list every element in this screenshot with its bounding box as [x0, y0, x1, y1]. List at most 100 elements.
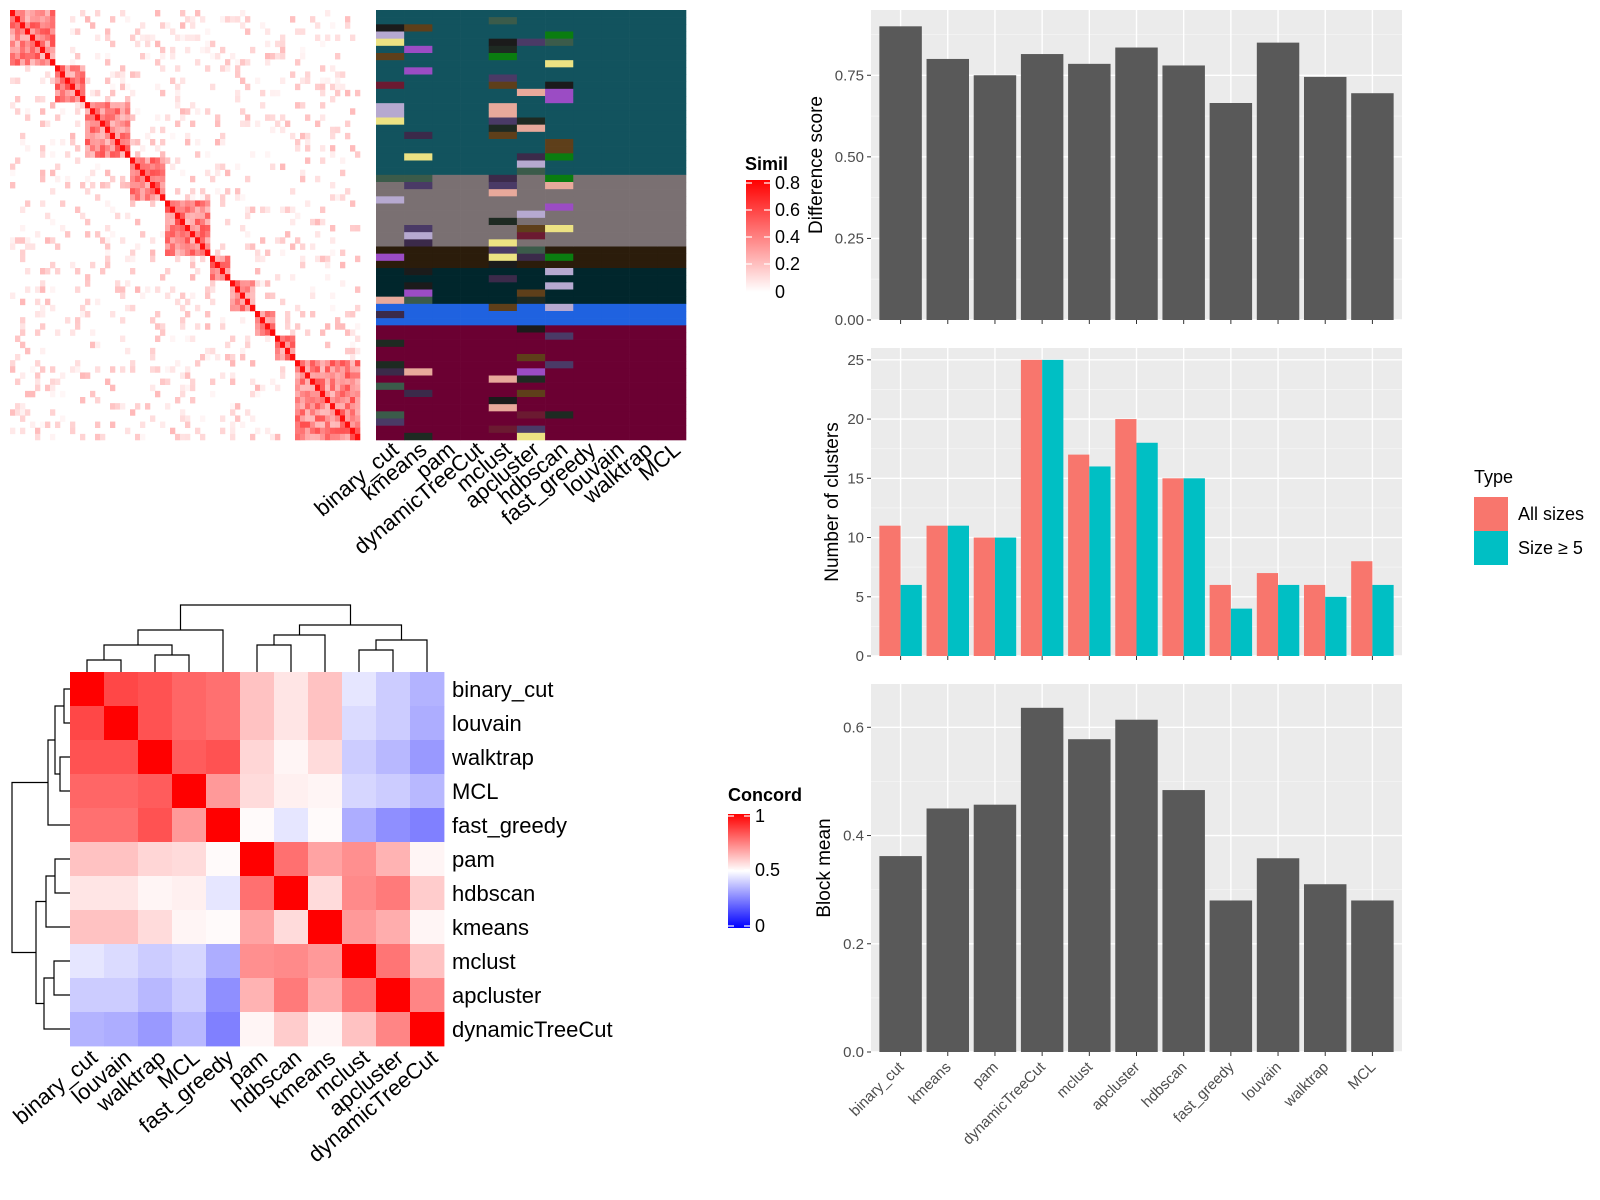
number-of-clusters-chart: 0 5 10 15 20 25 Number of clusters [822, 348, 1402, 665]
x-tick-label: walktrap [1280, 1059, 1332, 1111]
concordance-cell [342, 910, 377, 945]
bar [879, 856, 922, 1052]
bar-all-sizes [1303, 584, 1326, 656]
concordance-cell [240, 876, 275, 911]
concordance-cell [274, 910, 309, 945]
similarity-legend: Similarity 0.8 0.6 0.4 0.2 0 [745, 154, 826, 302]
concordance-row-label: hdbscan [452, 881, 535, 906]
concordance-cell [342, 1012, 377, 1047]
concordance-color-bar [728, 814, 750, 928]
concordance-row-label: kmeans [452, 915, 529, 940]
concordance-cell [70, 842, 105, 877]
concordance-cell [70, 978, 105, 1013]
concordance-cell [410, 740, 445, 775]
concordance-cell [70, 876, 105, 911]
concordance-row-label: binary_cut [452, 677, 554, 702]
y-tick-label: 0.4 [843, 828, 864, 845]
y-tick-label: 15 [847, 470, 864, 487]
x-tick-label: MCL [1345, 1059, 1379, 1093]
concordance-cell [240, 740, 275, 775]
bar [1115, 47, 1158, 321]
concordance-cell [172, 944, 207, 979]
concordance-cell [308, 910, 343, 945]
y-tick-label: 0.50 [835, 149, 864, 166]
concordance-cell [70, 740, 105, 775]
concordance-cell [104, 944, 139, 979]
concordance-cell [240, 944, 275, 979]
concordance-cell [70, 944, 105, 979]
concordance-cell [274, 672, 309, 707]
concordance-cell [138, 910, 173, 945]
bar-size-ge-5 [1136, 442, 1158, 656]
y-axis-title: Block mean [814, 818, 835, 917]
concordance-cell [342, 978, 377, 1013]
concordance-cell [104, 876, 139, 911]
bar [1256, 858, 1300, 1052]
concordance-legend-tick: 1 [755, 806, 765, 826]
bar [1162, 65, 1205, 320]
y-axis-title: Difference score [806, 96, 827, 234]
y-tick-label: 0 [856, 648, 864, 665]
concordance-cell [172, 978, 207, 1013]
concordance-cell [138, 842, 173, 877]
bar [1256, 42, 1300, 320]
concordance-cell [376, 944, 411, 979]
concordance-cell [342, 672, 377, 707]
concordance-row-label: pam [452, 847, 495, 872]
concordance-cell [376, 808, 411, 843]
difference-score-chart: 0.00 0.25 0.50 0.75 Difference score [806, 10, 1402, 329]
concordance-cell [342, 706, 377, 741]
bar-size-ge-5 [1325, 596, 1347, 656]
bar-size-ge-5 [1230, 608, 1253, 656]
concordance-cell [410, 944, 445, 979]
concordance-cell [70, 1012, 105, 1047]
legend-swatch-size-ge-5 [1474, 531, 1508, 565]
bar-size-ge-5 [1372, 584, 1394, 656]
concordance-cell [376, 842, 411, 877]
bar [1020, 707, 1064, 1052]
bar-size-ge-5 [1278, 584, 1300, 656]
y-tick-label: 10 [847, 530, 864, 547]
concordance-cell [308, 740, 343, 775]
y-tick-label: 0.2 [843, 936, 864, 953]
concordance-cell [104, 774, 139, 809]
concordance-cell [342, 740, 377, 775]
x-tick-label: pam [969, 1059, 1002, 1092]
similarity-legend-title: Similarity [745, 154, 826, 174]
x-tick-label: dynamicTreeCut [960, 1058, 1050, 1148]
similarity-legend-tick: 0.6 [775, 200, 800, 220]
concordance-row-label: MCL [452, 779, 498, 804]
concordance-cell [172, 842, 207, 877]
x-tick-label: louvain [1239, 1059, 1285, 1105]
concordance-cell [410, 774, 445, 809]
concordance-cell [410, 910, 445, 945]
y-tick-label: 20 [847, 411, 864, 428]
concordance-cell [240, 978, 275, 1013]
concordance-row-label: walktrap [451, 745, 534, 770]
x-tick-label: kmeans [905, 1059, 954, 1108]
concordance-cell [240, 910, 275, 945]
similarity-color-bar [746, 180, 770, 292]
concordance-cell [274, 774, 309, 809]
concordance-cell [274, 740, 309, 775]
concordance-cell [376, 706, 411, 741]
concordance-cell [172, 774, 207, 809]
cluster-assignment-heatmap [376, 10, 687, 441]
concordance-cell [138, 740, 173, 775]
concordance-cell [376, 774, 411, 809]
cluster-assignment-column-labels: binary_cutkmeanspamdynamicTreeCutmclusta… [309, 437, 685, 559]
bar [926, 808, 970, 1052]
bar-all-sizes [1256, 573, 1279, 656]
concordance-cell [274, 842, 309, 877]
concordance-cell [138, 672, 173, 707]
bar [1068, 739, 1111, 1052]
concordance-row-label: dynamicTreeCut [452, 1017, 613, 1042]
bar-size-ge-5 [1089, 466, 1111, 656]
y-tick-label: 0.75 [835, 67, 864, 84]
concordance-heatmap [70, 672, 445, 1047]
bar-all-sizes [1351, 561, 1373, 656]
bar-all-sizes [1020, 359, 1043, 656]
